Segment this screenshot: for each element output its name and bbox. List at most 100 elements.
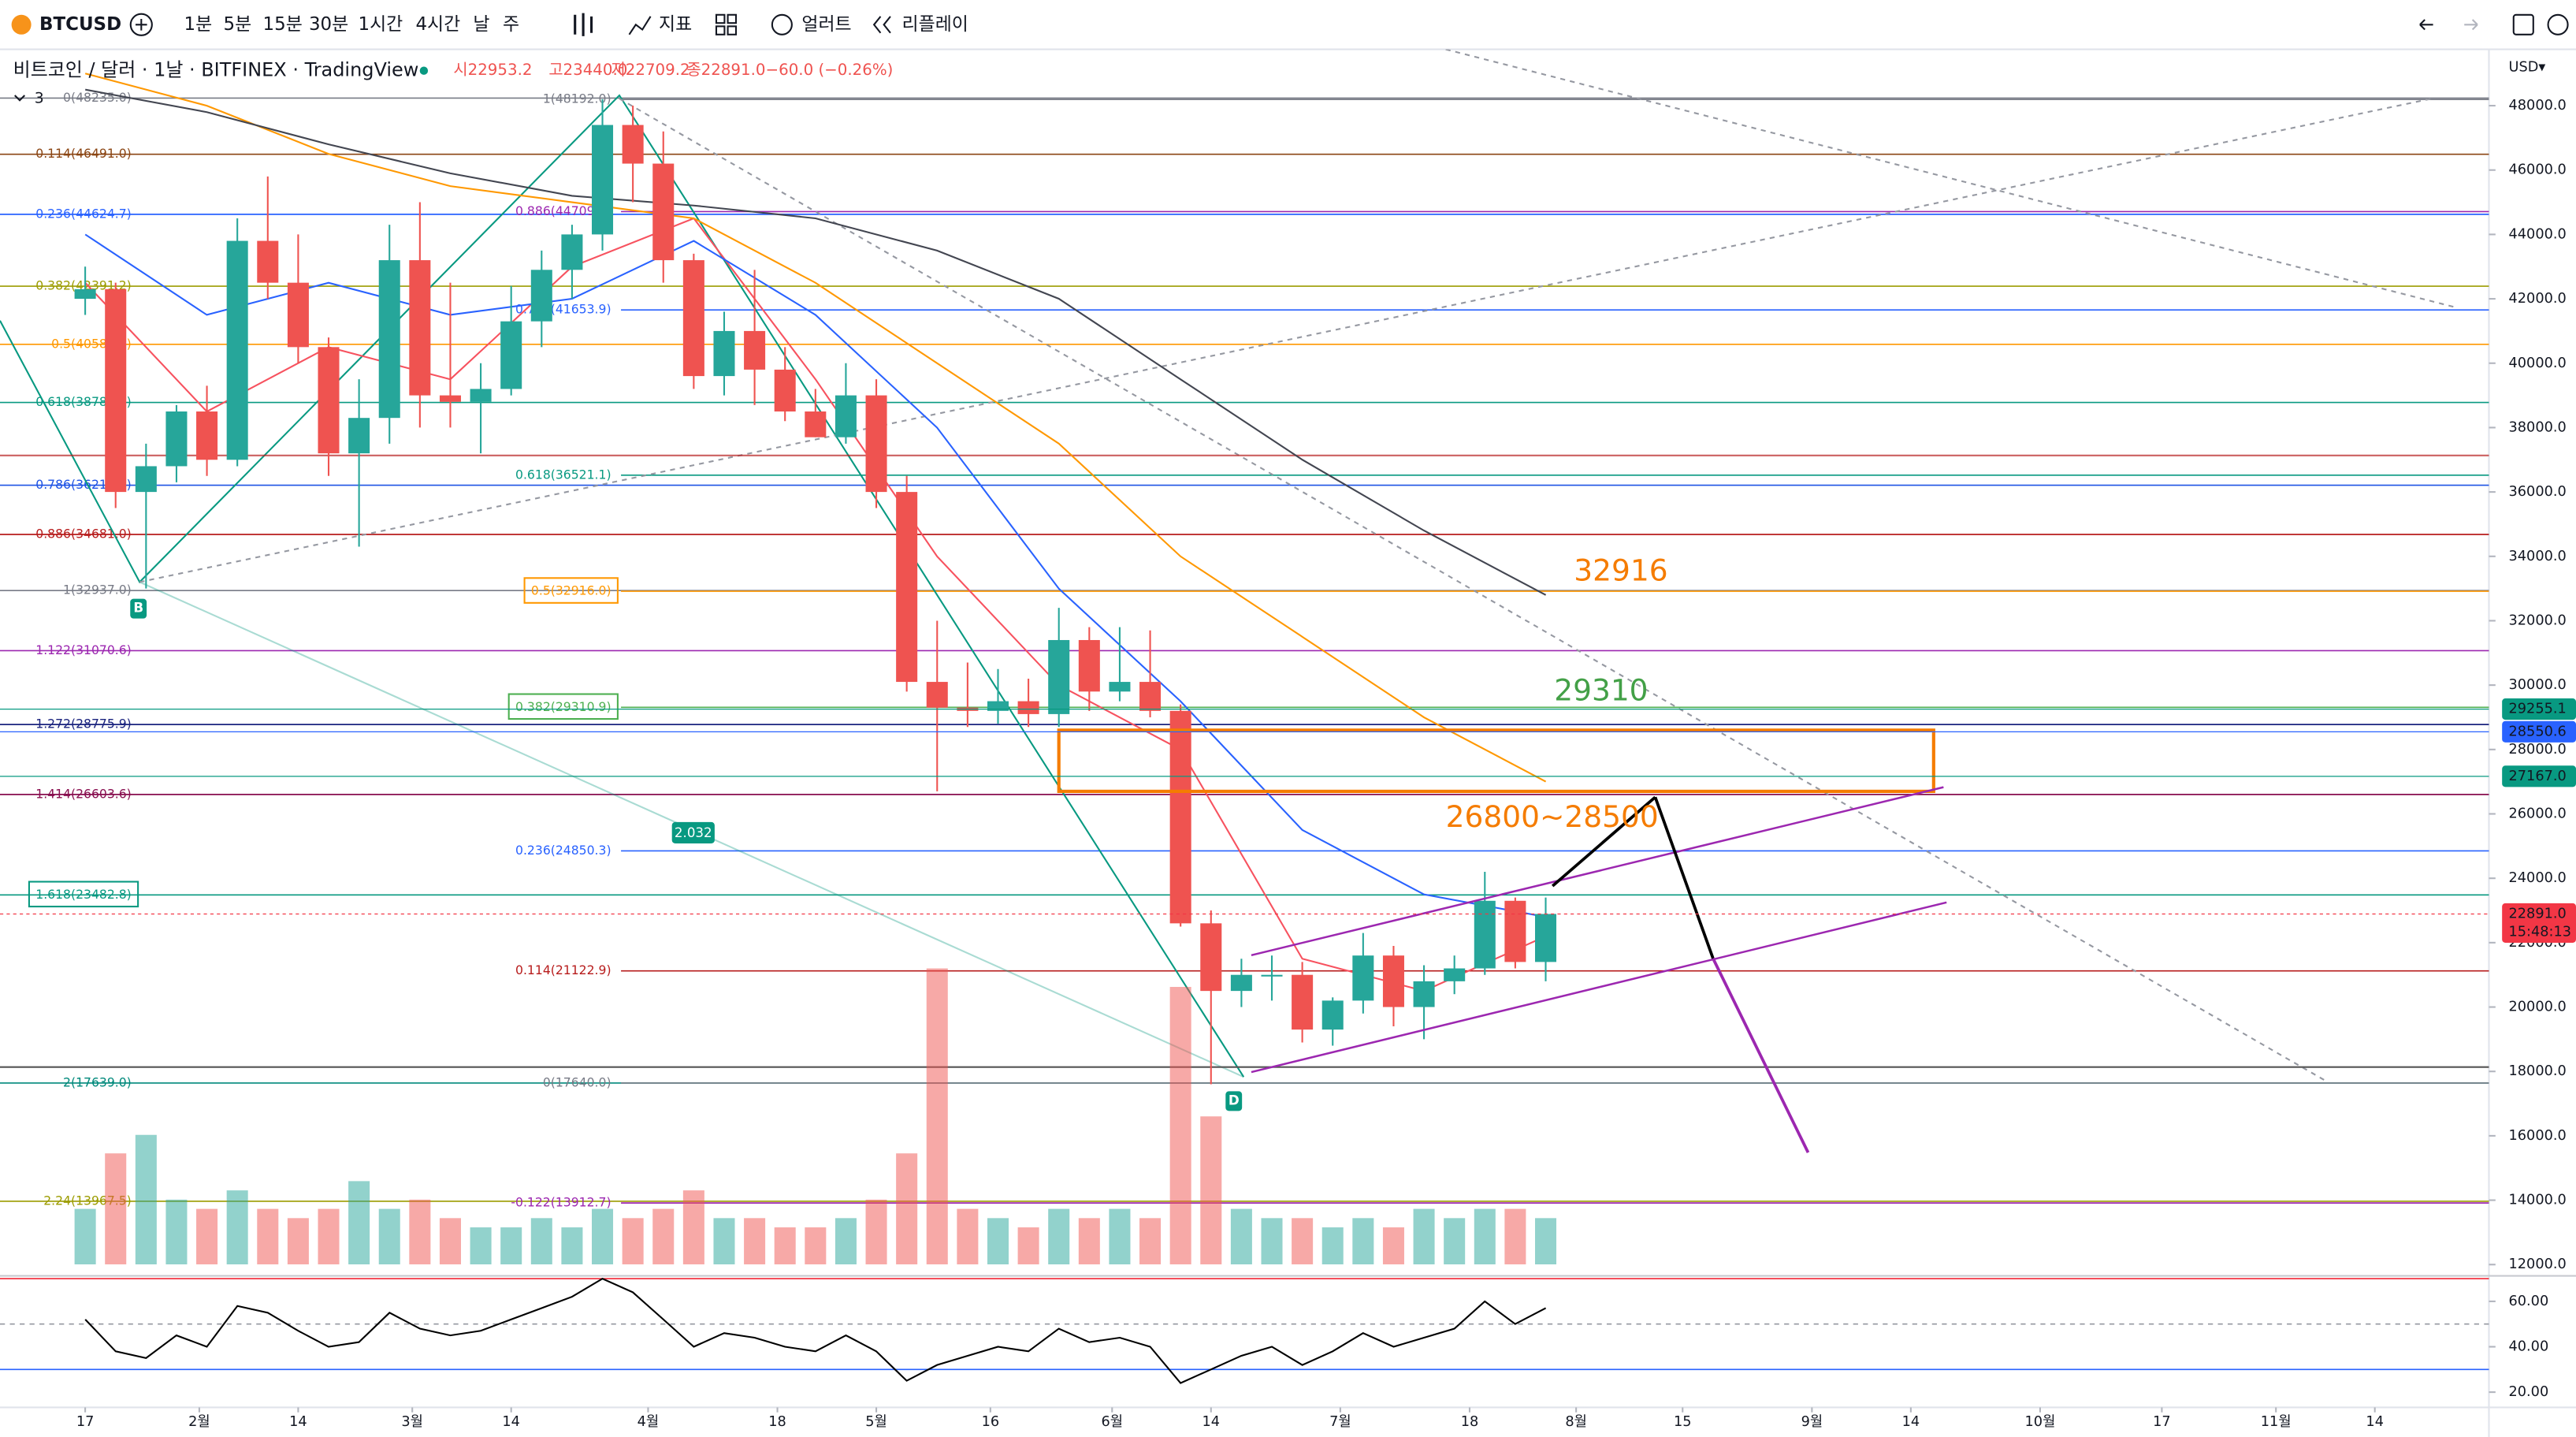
layout-icon [727, 25, 738, 35]
price-tag-time: 15:48:13 [2509, 924, 2572, 940]
volume [74, 968, 1557, 1264]
price-tick-label: 18000.0 [2509, 1063, 2567, 1079]
time-tick-label: 18 [1461, 1414, 1479, 1430]
volume-bar [1413, 1208, 1435, 1264]
fib-label: 0.382(29310.9) [515, 699, 611, 714]
legend: 비트코인 / 달러 · 1날 · BITFINEX · TradingView … [13, 59, 894, 107]
moving-average-line [85, 88, 1547, 596]
trend-line [139, 98, 2432, 583]
fib-label: 0.236(44624.7) [35, 206, 132, 221]
volume-bar [1109, 1208, 1131, 1264]
price-tag [2502, 720, 2576, 743]
volume-bar [561, 1227, 583, 1264]
candle-body [1139, 682, 1162, 711]
volume-bar [409, 1199, 431, 1264]
price-tag [2502, 698, 2576, 720]
indicators-button[interactable]: 지표 [659, 14, 692, 35]
fib-label: 0.114(21122.9) [515, 962, 611, 977]
redo-button[interactable] [2464, 19, 2478, 31]
candle-body [622, 125, 644, 164]
interval-button[interactable]: 4시간 [415, 14, 460, 35]
volume-bar [1535, 1218, 1557, 1264]
volume-bar [1017, 1227, 1039, 1264]
candle-body [1382, 955, 1404, 1007]
price-tick-label: 46000.0 [2509, 162, 2567, 178]
candle-body [774, 369, 796, 412]
candle-body [318, 347, 340, 454]
fib-label: 1(48192.0) [543, 91, 611, 106]
interval-button[interactable]: 1분 [184, 14, 213, 35]
price-tag [2502, 765, 2576, 787]
volume-bar [1444, 1218, 1466, 1264]
fib-label: 0.114(46491.0) [35, 146, 132, 161]
interval-button[interactable]: 1시간 [358, 14, 403, 35]
volume-bar [865, 1199, 887, 1264]
status-dot [419, 66, 429, 75]
candle-body [378, 260, 400, 419]
price-tick-label: 20000.0 [2509, 1000, 2567, 1015]
time-tick-label: 3월 [401, 1413, 423, 1430]
layout-icon[interactable] [715, 13, 726, 24]
fib-label: 0.5(32916.0) [531, 583, 611, 598]
candle-body [165, 411, 188, 467]
fib-label-box [28, 880, 139, 908]
time-tick-label: 5월 [865, 1413, 887, 1430]
interval-button[interactable]: 5분 [224, 14, 252, 35]
interval-button[interactable]: 날 [473, 14, 489, 35]
chart-type-button[interactable] [574, 13, 593, 36]
fib-label: 0(48235.0) [63, 90, 132, 105]
legend-high: 고23440.0 [548, 61, 627, 79]
time-tick-label: 14 [289, 1414, 307, 1430]
fib-label: 0.886(44709.1) [515, 203, 611, 218]
volume-bar [774, 1227, 796, 1264]
replay-button[interactable]: 리플레이 [902, 14, 968, 35]
fib-label-box [523, 577, 619, 604]
candle-body [1474, 900, 1496, 969]
volume-bar [1200, 1116, 1222, 1264]
replay-icon[interactable] [872, 16, 891, 34]
price-tick-label: 12000.0 [2509, 1256, 2567, 1272]
fib-label-box [507, 693, 619, 720]
price-tick-label: 40000.0 [2509, 356, 2567, 371]
volume-bar [165, 1199, 188, 1264]
candle-body [652, 163, 675, 261]
indicator-count: 3 [35, 91, 44, 107]
main-pane: 0(48235.0) 0.114(46491.0) 0.236(44624.7) 0.… [0, 49, 2489, 1264]
volume-bar [257, 1208, 279, 1264]
interval-button[interactable]: 15분 [263, 14, 303, 35]
snapshot-button[interactable] [2547, 13, 2569, 35]
volume-bar [1321, 1227, 1344, 1264]
candle-body [135, 466, 157, 493]
undo-button[interactable] [2419, 19, 2433, 31]
symbol[interactable]: BTCUSD [39, 14, 121, 35]
candle-body [409, 260, 431, 396]
axes: USD▾ 12000.0 14000.0 16000.0 18000.0 20000.0 2… [0, 60, 2576, 1430]
candle-body [1200, 923, 1222, 992]
annotation: 32916 [1574, 553, 1667, 587]
legend-title: 비트코인 / 달러 · 1날 · BITFINEX · TradingView [13, 59, 419, 81]
collapse-toggle[interactable] [14, 95, 26, 102]
candle-body [592, 125, 614, 235]
volume-bar [744, 1218, 766, 1264]
fib-label: 0(17640.0) [543, 1074, 611, 1089]
candle-body [1413, 981, 1435, 1007]
time-tick-label: 15 [1674, 1414, 1692, 1430]
alerts-button[interactable]: 얼러트 [801, 14, 851, 35]
add-symbol-button[interactable] [129, 13, 153, 36]
fullscreen-button[interactable] [2512, 13, 2534, 35]
interval-button[interactable]: 30분 [309, 14, 348, 35]
volume-bar [135, 1134, 157, 1264]
candle-body [226, 240, 248, 460]
channel-line [1251, 786, 1944, 957]
pattern-marker-label: D [1229, 1093, 1240, 1108]
time-tick-label: 17 [2153, 1414, 2171, 1430]
volume-bar [530, 1218, 552, 1264]
time-tick-label: 7월 [1329, 1413, 1351, 1430]
alert-icon[interactable] [771, 13, 793, 35]
annotation: 29310 [1554, 673, 1648, 708]
interval-button[interactable]: 주 [503, 14, 519, 35]
toolbar-items: BTCUSD 1분 5분 15분 30분 1시간 4시간 날 주 지표 얼러트 리플레이 [39, 14, 968, 35]
